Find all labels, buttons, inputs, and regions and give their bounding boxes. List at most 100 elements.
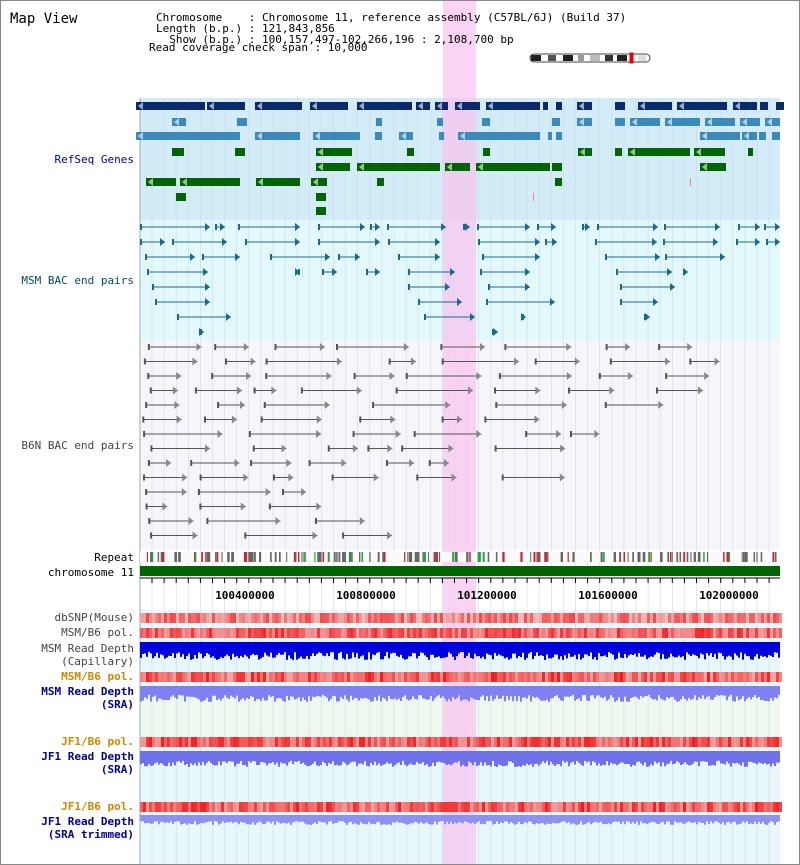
read-depth-bar bbox=[220, 642, 222, 658]
read-depth-bar bbox=[620, 815, 622, 825]
polymorphism-cell bbox=[374, 672, 377, 682]
track-label-msm-pol-sra[interactable]: MSM/B6 pol. bbox=[61, 670, 134, 683]
polymorphism-cell bbox=[485, 737, 488, 747]
polymorphism-cell bbox=[272, 737, 275, 747]
polymorphism-cell bbox=[503, 737, 506, 747]
read-depth-bar bbox=[396, 642, 398, 656]
b6n-bac-track[interactable] bbox=[142, 343, 720, 540]
refseq-gene bbox=[377, 178, 384, 186]
read-depth-bar bbox=[264, 751, 266, 763]
selection-highlight[interactable] bbox=[443, 0, 476, 865]
msm-bac-end bbox=[480, 269, 482, 275]
read-depth-bar bbox=[370, 751, 372, 763]
polymorphism-cell bbox=[353, 737, 356, 747]
read-depth-bar bbox=[762, 642, 764, 657]
read-depth-bar bbox=[428, 642, 430, 660]
polymorphism-cell bbox=[290, 672, 293, 682]
read-depth-bar bbox=[578, 686, 580, 699]
track-label-refseq[interactable]: RefSeq Genes bbox=[55, 153, 134, 166]
read-depth-bar bbox=[280, 642, 282, 655]
polymorphism-cell bbox=[362, 672, 365, 682]
track-label-chromosome[interactable]: chromosome 11 bbox=[48, 566, 134, 579]
refseq-track[interactable] bbox=[136, 102, 784, 215]
read-depth-bar bbox=[204, 642, 206, 657]
read-depth-bar bbox=[292, 686, 294, 697]
polymorphism-cell bbox=[665, 613, 668, 623]
msm-bac-track[interactable] bbox=[140, 223, 780, 336]
polymorphism-cell bbox=[677, 802, 680, 812]
repeat-element bbox=[538, 552, 541, 562]
repeat-track[interactable] bbox=[140, 552, 780, 562]
polymorphism-cell bbox=[737, 802, 740, 812]
track-label-msm-pol[interactable]: MSM/B6 pol. bbox=[61, 626, 134, 639]
read-depth-bar bbox=[316, 751, 318, 766]
chromosome-ideogram[interactable] bbox=[529, 52, 651, 64]
polymorphism-cell bbox=[227, 613, 230, 623]
polymorphism-cell bbox=[182, 802, 185, 812]
read-depth-bar bbox=[432, 686, 434, 701]
read-depth-bar bbox=[266, 815, 268, 822]
track-label-jf1-pol-trimmed[interactable]: JF1/B6 pol. bbox=[61, 800, 134, 813]
b6n-bac-end-icon bbox=[275, 517, 281, 525]
repeat-element bbox=[756, 552, 758, 562]
repeat-element bbox=[632, 552, 634, 562]
track-label-msm-depth-capillary[interactable]: MSM Read Depth bbox=[41, 642, 134, 655]
polymorphism-cell bbox=[338, 628, 341, 638]
read-depth-bar bbox=[590, 686, 592, 696]
polymorphism-cell bbox=[224, 613, 227, 623]
b6n-bac-end bbox=[265, 358, 268, 365]
read-depth-bar bbox=[352, 815, 354, 825]
track-label-repeat[interactable]: Repeat bbox=[94, 551, 134, 564]
polymorphism-cell bbox=[407, 737, 410, 747]
polymorphism-cell bbox=[566, 672, 569, 682]
read-depth-tracks[interactable] bbox=[140, 642, 780, 825]
polymorphism-cell bbox=[509, 613, 512, 623]
track-label-b6n-bac[interactable]: B6N BAC end pairs bbox=[21, 439, 134, 452]
polymorphism-cell bbox=[716, 802, 719, 812]
read-depth-bar bbox=[668, 642, 670, 658]
read-depth-bar bbox=[150, 751, 152, 766]
read-depth-bar bbox=[420, 751, 422, 764]
read-depth-bar bbox=[232, 815, 234, 824]
chromosome-bar[interactable] bbox=[140, 566, 780, 576]
read-depth-bar bbox=[698, 642, 700, 659]
read-depth-bar bbox=[242, 751, 244, 765]
polymorphism-cell bbox=[518, 613, 521, 623]
track-label-jf1-depth[interactable]: JF1 Read Depth bbox=[41, 750, 134, 763]
track-label-dbsnp[interactable]: dbSNP(Mouse) bbox=[55, 611, 134, 624]
read-depth-bar bbox=[238, 815, 240, 825]
read-depth-bar bbox=[636, 751, 638, 763]
read-depth-bar bbox=[200, 815, 202, 823]
polymorphism-cell bbox=[629, 802, 632, 812]
repeat-element bbox=[215, 552, 217, 562]
polymorphism-cell bbox=[164, 613, 167, 623]
polymorphism-cell bbox=[560, 613, 563, 623]
polymorphism-cell bbox=[155, 628, 158, 638]
read-depth-bar bbox=[316, 686, 318, 696]
read-depth-bar bbox=[404, 751, 406, 765]
track-label-msm-bac[interactable]: MSM BAC end pairs bbox=[21, 274, 134, 287]
polymorphism-cell bbox=[335, 613, 338, 623]
polymorphism-cell bbox=[548, 613, 551, 623]
read-depth-bar bbox=[386, 751, 388, 763]
repeat-element bbox=[329, 552, 331, 562]
read-depth-bar bbox=[208, 815, 210, 822]
read-depth-bar bbox=[730, 751, 732, 767]
polymorphism-cell bbox=[260, 672, 263, 682]
msm-bac-end bbox=[322, 269, 324, 275]
b6n-bac-end-icon bbox=[166, 459, 172, 467]
read-depth-bar bbox=[506, 642, 508, 658]
track-label-msm-depth-sra[interactable]: MSM Read Depth bbox=[41, 685, 134, 698]
track-label-jf1-depth-trimmed[interactable]: JF1 Read Depth bbox=[41, 815, 134, 828]
b6n-bac-end bbox=[199, 503, 202, 510]
polymorphism-cell bbox=[323, 737, 326, 747]
read-depth-bar bbox=[260, 751, 262, 762]
read-depth-bar bbox=[538, 751, 540, 766]
msm-bac-end-icon bbox=[160, 238, 165, 246]
polymorphism-cell bbox=[440, 628, 443, 638]
polymorphism-cell bbox=[749, 672, 752, 682]
polymorphism-heat-tracks[interactable] bbox=[140, 613, 782, 812]
track-label-jf1-pol[interactable]: JF1/B6 pol. bbox=[61, 735, 134, 748]
polymorphism-cell bbox=[554, 628, 557, 638]
